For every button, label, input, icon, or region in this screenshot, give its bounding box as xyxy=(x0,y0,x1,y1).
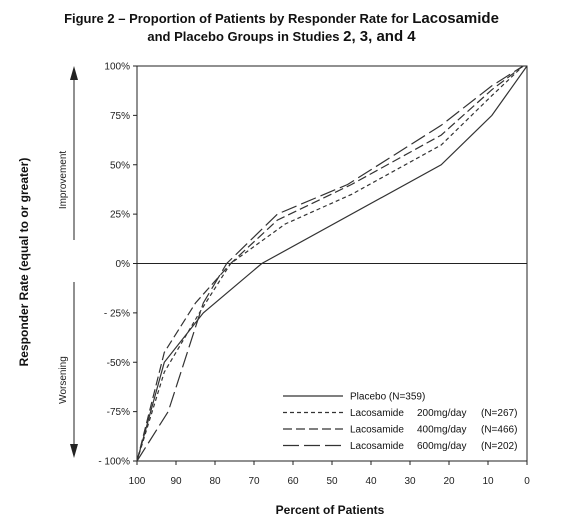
x-axis-label: Percent of Patients xyxy=(276,503,385,517)
y-tick-label: 0% xyxy=(116,259,131,270)
improvement-arrow xyxy=(70,66,78,240)
series-line-2 xyxy=(136,65,524,462)
title-line-1-text: Figure 2 – Proportion of Patients by Res… xyxy=(64,11,413,26)
x-tick-label: 0 xyxy=(524,476,530,487)
legend-label-1: Placebo (N=359) xyxy=(350,392,425,403)
legend-label-4: Lacosamide xyxy=(350,441,404,452)
x-axis-ticks: 100 90 80 70 60 50 40 30 20 10 0 xyxy=(129,461,530,487)
series-line-3 xyxy=(136,65,524,462)
y-tick-label: -75% xyxy=(107,407,130,418)
legend-n-3: (N=466) xyxy=(481,425,517,436)
title-line-1: Figure 2 – Proportion of Patients by Res… xyxy=(0,10,563,27)
series-line-1 xyxy=(136,65,528,462)
x-tick-label: 60 xyxy=(287,476,299,487)
title-line-2-studies: 2, 3, and 4 xyxy=(343,28,416,45)
y-tick-label: 50% xyxy=(110,160,130,171)
x-tick-label: 90 xyxy=(170,476,182,487)
y-axis-label: Responder Rate (equal to or greater) xyxy=(17,158,31,367)
title-line-2: and Placebo Groups in Studies 2, 3, and … xyxy=(0,28,563,45)
y-tick-label: 75% xyxy=(110,111,130,122)
legend-dose-4: 600mg/day xyxy=(417,441,466,452)
plot-frame xyxy=(136,65,528,462)
improvement-label: Improvement xyxy=(58,151,69,210)
x-tick-label: 70 xyxy=(248,476,260,487)
series-lines xyxy=(136,65,528,462)
title-line-2-text: and Placebo Groups in Studies xyxy=(147,29,344,44)
worsening-label: Worsening xyxy=(58,356,69,404)
worsening-arrow xyxy=(70,282,78,458)
legend-n-2: (N=267) xyxy=(481,408,517,419)
legend-dose-3: 400mg/day xyxy=(417,425,466,436)
legend-label-3: Lacosamide xyxy=(350,425,404,436)
x-tick-label: 50 xyxy=(326,476,338,487)
y-axis-ticks: 100% 75% 50% 25% 0% - 25% -50% -75% - 100% xyxy=(98,62,137,468)
x-tick-label: 30 xyxy=(404,476,416,487)
legend-label-2: Lacosamide xyxy=(350,408,404,419)
legend: Placebo (N=359) Lacosamide 200mg/day (N=267… xyxy=(283,392,517,452)
x-tick-label: 20 xyxy=(443,476,455,487)
x-tick-label: 10 xyxy=(482,476,494,487)
series-line-4 xyxy=(136,65,524,462)
x-tick-label: 100 xyxy=(129,476,146,487)
x-tick-label: 80 xyxy=(209,476,221,487)
y-tick-label: - 100% xyxy=(98,457,130,468)
title-line-1-drug: Lacosamide xyxy=(412,10,499,27)
y-tick-label: 100% xyxy=(104,62,130,73)
y-tick-label: - 25% xyxy=(104,308,130,319)
legend-n-4: (N=202) xyxy=(481,441,517,452)
y-tick-label: -50% xyxy=(107,358,130,369)
y-tick-label: 25% xyxy=(110,210,130,221)
x-tick-label: 40 xyxy=(365,476,377,487)
legend-dose-2: 200mg/day xyxy=(417,408,466,419)
